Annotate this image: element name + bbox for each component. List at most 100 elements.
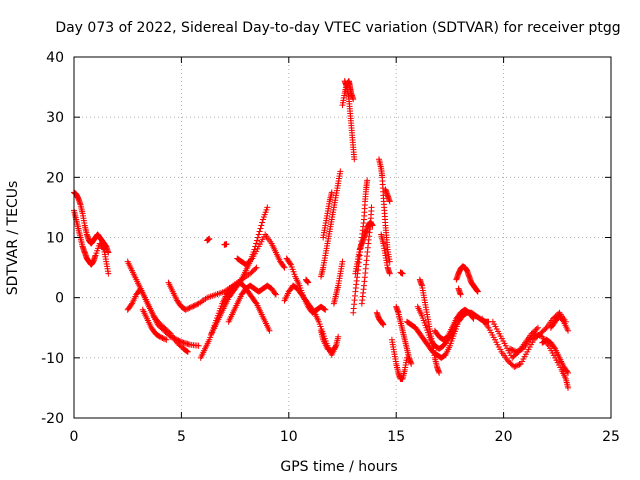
y-tick-label: -20 [41,411,64,427]
y-tick-label: 30 [46,110,64,126]
data-point [253,240,260,247]
data-point [256,228,263,235]
series-arc-24 [358,204,375,307]
data-point [533,325,540,332]
data-point [565,327,572,334]
data-point [535,331,542,338]
data-point [272,290,279,297]
x-tick-label: 10 [280,429,298,445]
data-point [514,348,521,355]
data-point [185,305,192,312]
data-point [162,336,169,343]
data-point [264,204,271,211]
data-point [163,336,170,343]
series-arc-19 [330,258,346,307]
x-tick-label: 5 [177,429,186,445]
data-point [193,301,200,308]
data-point [184,348,191,355]
data-point [408,360,415,367]
data-point [335,333,342,340]
series-arc-36 [453,263,481,295]
data-point [252,265,259,272]
data-point [565,384,572,391]
data-point [247,256,254,263]
series-arc-27 [373,309,387,328]
series-arc-42 [547,312,572,334]
data-point [517,347,524,354]
data-point [565,369,572,376]
data-point [534,331,541,338]
data-point [159,334,166,341]
data-point [272,291,279,298]
series-arc-26 [378,231,393,277]
x-axis-label: GPS time / hours [280,459,397,475]
data-point [510,347,517,354]
data-point [253,264,260,271]
data-point [186,304,193,311]
data-point [536,332,543,339]
series-arc-30 [393,303,415,367]
data-point [351,156,358,163]
data-point [105,249,112,256]
data-points [71,78,572,391]
y-tick-label: 10 [46,231,64,247]
data-point [337,168,344,175]
series-arc-37 [455,285,464,298]
data-point [386,198,393,205]
data-point [380,321,387,328]
data-point [339,258,346,265]
series-arc-15 [302,276,312,286]
data-point [512,363,519,370]
data-point [564,368,571,375]
series-arc-41 [539,336,572,376]
data-point [252,299,259,306]
y-tick-label: 40 [46,50,64,66]
data-point [223,241,230,248]
data-point [513,348,520,355]
series-arc-2 [71,207,112,277]
series-arc-25 [376,156,393,265]
data-point [255,231,262,238]
data-point [237,277,244,284]
x-tick-label: 25 [602,429,620,445]
data-point [509,347,516,354]
data-point [322,306,329,313]
data-point [515,362,522,369]
x-tick-label: 20 [495,429,513,445]
chart-title: Day 073 of 2022, Sidereal Day-to-day VTE… [55,20,620,36]
data-point [542,325,549,332]
data-point [368,204,375,211]
data-point [158,334,165,341]
data-point [507,345,514,352]
data-point [457,291,464,298]
data-point [532,330,539,337]
series-arc-18 [320,189,335,241]
data-point [513,362,520,369]
series-arc-16 [318,327,342,355]
data-point [559,317,566,324]
data-point [179,339,186,346]
series-arc-21 [341,78,358,163]
data-point [470,315,477,322]
series-arc-31 [397,269,406,277]
data-point [257,225,264,232]
data-point [259,219,266,226]
series-arc-17 [318,168,344,280]
data-point [534,324,541,331]
series-arc-34 [416,276,443,376]
data-point [328,189,335,196]
data-point [191,302,198,309]
data-point [195,342,202,349]
data-point [280,263,287,270]
data-point [436,369,443,376]
data-point [183,306,190,313]
y-tick-label: 0 [55,291,64,307]
data-point [508,346,515,353]
ticks: 0 5 10 15 20 25 -20 -10 0 10 20 30 40 [41,50,620,445]
series-arc-11 [204,235,213,244]
data-point [190,303,197,310]
data-point [194,301,201,308]
data-point [166,329,173,336]
data-point [105,270,112,277]
